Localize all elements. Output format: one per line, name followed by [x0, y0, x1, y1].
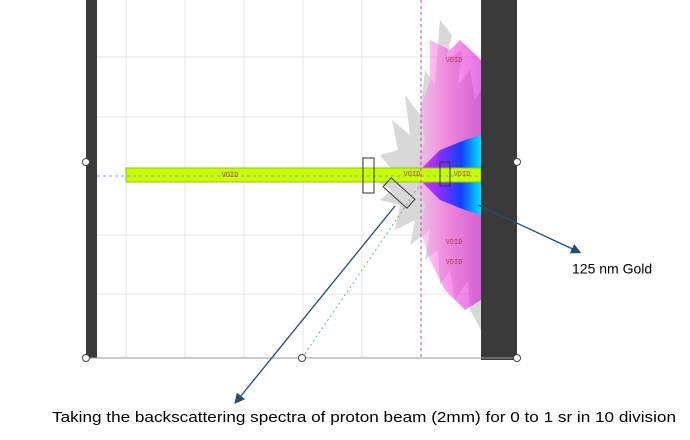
simulation-view: VOID VOID VOID VOID VOID VOID: [82, 0, 521, 362]
left-wall: [86, 0, 97, 358]
selection-handles: [82, 158, 521, 362]
region-label: VOID: [454, 170, 471, 178]
arrow: [477, 204, 582, 254]
collimator: [362, 157, 375, 194]
detector: [382, 177, 416, 209]
region-label: VOID: [404, 170, 421, 178]
arrow: [234, 205, 396, 405]
region-label: VOID: [446, 258, 463, 266]
caption: Taking the backscattering spectra of pro…: [52, 409, 676, 426]
region-label: VOID: [446, 56, 463, 64]
target-holder: [439, 161, 451, 187]
right-wall: [481, 0, 517, 360]
region-label: VOID: [222, 171, 239, 179]
region-label: VOID: [446, 238, 463, 246]
proton-beam: [125, 167, 482, 183]
target-label: 125 nm Gold: [572, 261, 652, 277]
